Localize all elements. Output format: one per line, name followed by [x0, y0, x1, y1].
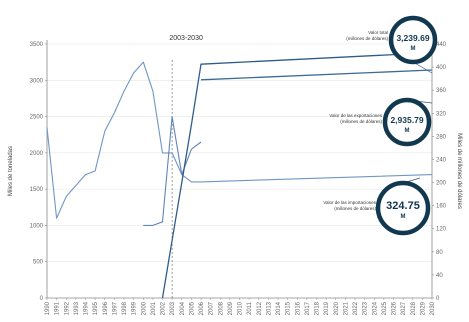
- left-tick-label: 2500: [30, 115, 44, 121]
- x-tick-label: 1992: [64, 301, 70, 315]
- annotation-text: Valor total: [368, 30, 388, 35]
- x-tick-label: 1998: [122, 301, 128, 315]
- x-tick-label: 2005: [189, 301, 195, 315]
- x-tick-label: 2019: [324, 301, 330, 315]
- x-tick-label: 2000: [141, 301, 147, 315]
- x-tick-label: 2025: [382, 301, 388, 315]
- x-tick-label: 2009: [228, 301, 234, 315]
- series-4-line: [200, 69, 433, 81]
- annotation-text: Valor de las importaciones: [323, 200, 376, 205]
- x-tick-label: 2010: [238, 301, 244, 315]
- right-tick-label: 200: [436, 181, 447, 187]
- x-tick-label: 1993: [74, 301, 80, 315]
- right-tick-label: 280: [436, 134, 447, 140]
- left-axis-title: Miles de toneladas: [8, 146, 14, 196]
- right-tick-label: 320: [436, 111, 447, 117]
- x-tick-label: 2015: [286, 301, 292, 315]
- series-1-line: [46, 61, 433, 219]
- x-tick-label: 2014: [276, 301, 282, 315]
- annotation-2: Valor de las exportaciones(millones de d…: [329, 97, 433, 147]
- x-tick-label: 1995: [93, 301, 99, 315]
- x-tick-label: 2027: [401, 301, 407, 315]
- x-tick-label: 1990: [45, 301, 51, 315]
- left-tick-label: 1500: [30, 187, 44, 193]
- annotation-text: (millones de dólares): [334, 206, 376, 211]
- annotation-badge-ring: [388, 15, 438, 65]
- x-tick-label: 2018: [315, 301, 321, 315]
- annotation-badge-ring: [375, 180, 431, 236]
- annotation-text: Valor de las exportaciones: [329, 113, 382, 118]
- x-tick-label: 2011: [247, 301, 253, 315]
- annotation-1: Valor total(millones de dólares) 3,239.69…: [346, 15, 438, 74]
- right-tick-label: 40: [436, 273, 443, 279]
- x-tick-label: 2007: [209, 301, 215, 315]
- right-tick-label: 240: [436, 157, 447, 163]
- right-axis-ticks: 0 40 80 120 160 200 240 280 320 360 400 440: [432, 42, 447, 302]
- x-tick-label: 2023: [363, 301, 369, 315]
- x-tick-label: 2012: [257, 301, 263, 315]
- left-tick-label: 500: [33, 260, 44, 266]
- x-tick-label: 2017: [305, 301, 311, 315]
- right-tick-label: 160: [436, 204, 447, 210]
- series-2-line: [143, 116, 202, 226]
- left-tick-label: 3000: [30, 78, 44, 84]
- left-axis-ticks: 0 500 1000 1500 2000 2500 3000 3500: [30, 42, 47, 302]
- annotation-badge-value: 2,935.79: [390, 115, 423, 125]
- annotation-text: (millones de dólares): [340, 119, 382, 124]
- left-tick-label: 1000: [30, 223, 44, 229]
- x-tick-label: 2029: [420, 301, 426, 315]
- annotation-badge-unit: M: [411, 46, 416, 52]
- x-tick-label: 1999: [132, 301, 138, 315]
- x-tick-label: 2013: [266, 301, 272, 315]
- x-tick-label: 1991: [55, 301, 61, 315]
- right-tick-label: 0: [436, 296, 440, 302]
- right-axis-title: Miles de millones de dólares: [456, 133, 462, 209]
- x-tick-label: 1996: [103, 301, 109, 315]
- right-tick-label: 120: [436, 227, 447, 233]
- x-tick-label: 2026: [392, 301, 398, 315]
- x-tick-label: 2001: [151, 301, 157, 315]
- annotation-layer: Valor total(millones de dólares) 3,239.69…: [323, 15, 438, 236]
- right-tick-label: 360: [436, 88, 447, 94]
- x-axis-ticks: 1990 1991 1992 1993 1994 1995 1996 1997 1998 1999…: [45, 298, 436, 315]
- x-tick-label: 2004: [180, 301, 186, 315]
- x-tick-label: 2016: [295, 301, 301, 315]
- annotation-badge-unit: M: [405, 128, 410, 134]
- annotation-badge-ring: [382, 97, 432, 147]
- period-label: 2003-2030: [169, 35, 203, 42]
- x-tick-label: 2006: [199, 301, 205, 315]
- left-tick-label: 0: [40, 296, 44, 302]
- x-tick-label: 2008: [218, 301, 224, 315]
- annotation-badge-unit: M: [401, 214, 406, 220]
- annotation-badge-value: 3,239.69: [396, 33, 429, 43]
- x-tick-label: 2003: [170, 301, 176, 315]
- annotation-badge-value: 324.75: [386, 200, 420, 212]
- annotation-text: (millones de dólares): [346, 36, 388, 41]
- right-tick-label: 400: [436, 65, 447, 71]
- grid-lines: [47, 43, 432, 262]
- x-tick-label: 1994: [84, 301, 90, 315]
- right-tick-label: 80: [436, 250, 443, 256]
- x-tick-label: 1997: [112, 301, 118, 315]
- x-tick-label: 2022: [353, 301, 359, 315]
- x-tick-label: 2021: [343, 301, 349, 315]
- series-3-line: [161, 52, 433, 299]
- x-tick-label: 2020: [334, 301, 340, 315]
- left-tick-label: 3500: [30, 42, 44, 48]
- annotation-3: Valor de las importaciones(millones de d…: [323, 177, 431, 236]
- x-tick-label: 2030: [430, 301, 436, 315]
- left-tick-label: 2000: [30, 151, 44, 157]
- right-tick-label: 440: [436, 42, 447, 48]
- x-tick-label: 2028: [411, 301, 417, 315]
- x-tick-label: 2002: [161, 301, 167, 315]
- series-layer: [46, 52, 433, 299]
- x-tick-label: 2024: [372, 301, 378, 315]
